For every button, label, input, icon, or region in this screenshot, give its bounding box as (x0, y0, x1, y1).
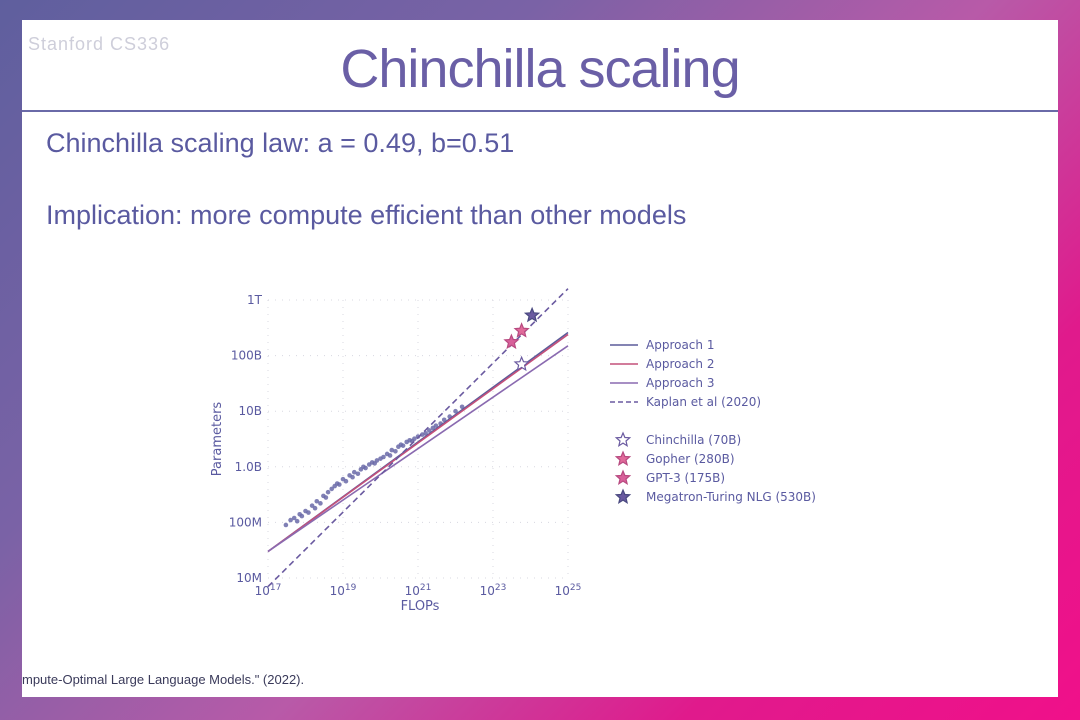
fit-line-2 (267, 333, 569, 553)
y-axis-label: Parameters (210, 402, 225, 477)
y-tick-label: 10M (236, 571, 262, 585)
scatter-point (312, 505, 318, 511)
legend-star (614, 488, 632, 504)
fit-line-4 (267, 288, 569, 588)
legend-label: Approach 2 (646, 357, 714, 371)
slide: Stanford CS336 Chinchilla scaling Chinch… (22, 20, 1058, 697)
scatter-point (337, 482, 342, 487)
scatter-point (389, 447, 395, 453)
legend-label: Kaplan et al (2020) (646, 395, 761, 409)
scatter-point (306, 510, 311, 515)
model-star (513, 355, 530, 372)
x-tick-label: 1019 (330, 583, 357, 598)
course-logo: Stanford CS336 (28, 34, 171, 54)
legend-star (614, 431, 632, 447)
fit-line-3 (267, 345, 569, 553)
scatter-point (288, 517, 293, 523)
scatter-point (441, 417, 447, 423)
slide-title: Chinchilla scaling (340, 39, 740, 99)
y-tick-label: 100B (231, 349, 262, 363)
citation: mpute-Optimal Large Language Models." (2… (22, 672, 305, 687)
scatter-point (291, 515, 297, 521)
scatter-point (363, 465, 368, 471)
scatter-point (351, 469, 357, 475)
scatter-point (412, 436, 417, 442)
scatter-point (343, 478, 349, 484)
y-tick-label: 1T (247, 293, 263, 307)
scatter-point (393, 449, 398, 454)
x-tick-label: 1021 (405, 583, 432, 598)
scatter-point (381, 454, 386, 460)
legend-star (614, 450, 632, 466)
legend-label: Gopher (280B) (646, 452, 735, 466)
scatter-point (314, 498, 320, 504)
x-tick-label: 1023 (480, 583, 507, 598)
scatter-point (423, 431, 428, 436)
x-axis-label: FLOPs (401, 599, 440, 614)
x-tick-label: 1025 (555, 583, 582, 598)
scatter-point (387, 453, 393, 458)
y-tick-label: 100M (229, 515, 262, 529)
legend-label: Approach 1 (646, 338, 714, 352)
legend-label: Chinchilla (70B) (646, 433, 741, 447)
scatter-point (283, 522, 289, 528)
scatter-point (355, 471, 361, 477)
scaling-chart: 1017 1019 1021 1023 1025 10M 100M 1.0B 10B 100B 1T… (210, 288, 816, 614)
legend-star (614, 469, 632, 485)
scatter-point (374, 458, 380, 463)
legend-label: Megatron-Turing NLG (530B) (646, 490, 816, 504)
y-tick-label: 1.0B (235, 460, 262, 474)
scatter-point (325, 489, 331, 495)
legend-label: GPT-3 (175B) (646, 471, 725, 485)
scatter-point (323, 495, 329, 500)
legend-label: Approach 3 (646, 376, 714, 390)
scatter-point (453, 408, 458, 414)
model-star (513, 322, 530, 338)
scatter-point (318, 501, 323, 506)
scatter-point (400, 443, 406, 448)
scatter-point (426, 428, 432, 433)
scatter-point (459, 404, 465, 410)
implication-text: Implication: more compute efficient than… (46, 200, 687, 230)
title-bar: Stanford CS336 Chinchilla scaling (22, 20, 1058, 112)
scaling-law-text: Chinchilla scaling law: a = 0.49, b=0.51 (46, 128, 515, 158)
scatter-point (350, 474, 355, 480)
scatter-point (433, 423, 439, 428)
x-tick-label: 1017 (255, 583, 282, 598)
scatter-point (329, 486, 335, 492)
scatter-point (299, 513, 305, 519)
model-star (523, 306, 541, 323)
y-tick-label: 10B (238, 404, 262, 418)
scatter-point (294, 518, 300, 524)
model-star (503, 333, 520, 350)
